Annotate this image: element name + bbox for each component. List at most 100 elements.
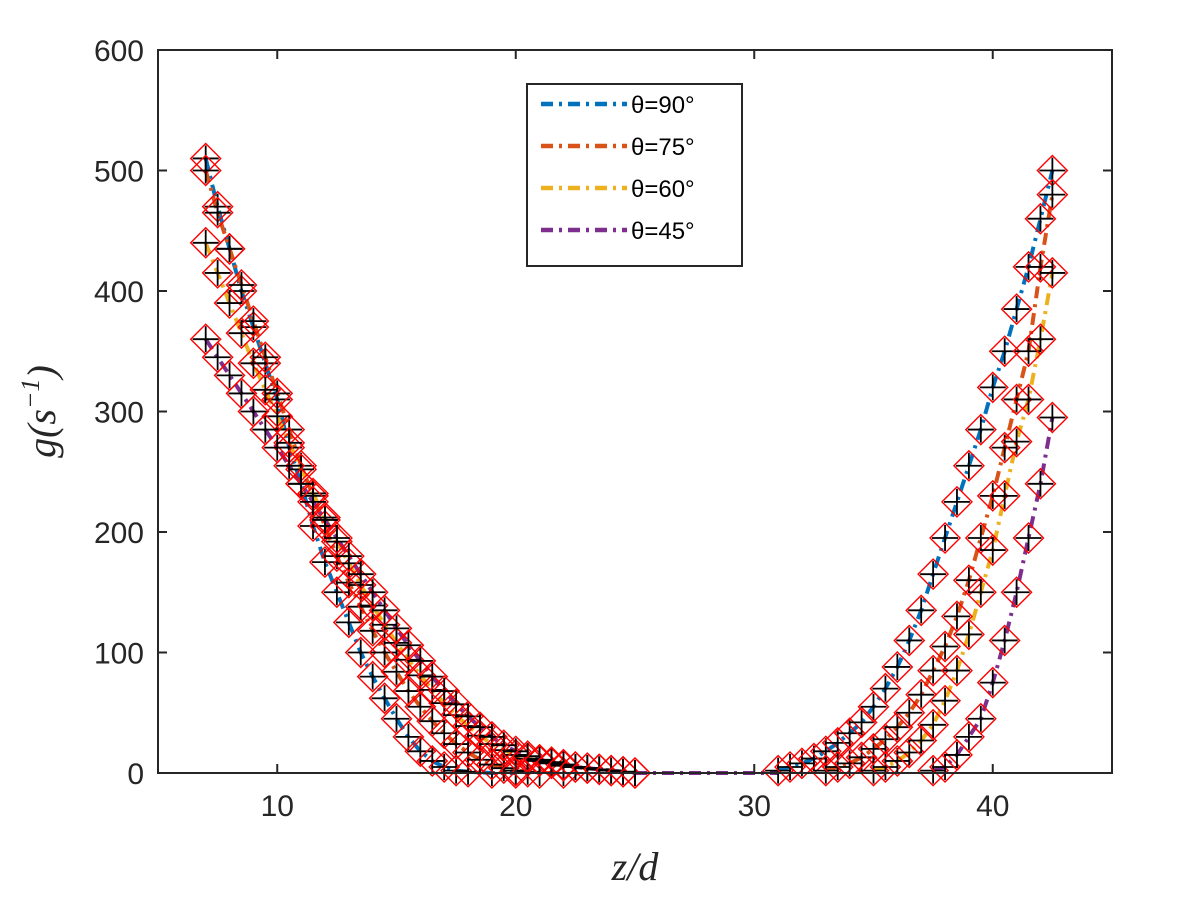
- data-point-diamond: [1024, 467, 1057, 500]
- data-point-diamond: [404, 735, 437, 768]
- data-point-diamond: [845, 706, 878, 739]
- data-point-diamond: [356, 589, 389, 622]
- data-point-diamond: [452, 700, 485, 733]
- data-point-plus: [896, 699, 923, 726]
- data-point-diamond: [988, 335, 1021, 368]
- data-point-diamond: [869, 750, 902, 783]
- data-point-plus: [884, 653, 911, 680]
- data-point-diamond: [976, 371, 1009, 404]
- legend-entry: θ=60°: [631, 176, 695, 203]
- data-point-diamond: [881, 744, 914, 777]
- data-point-plus: [943, 657, 970, 684]
- data-point-diamond: [344, 590, 377, 623]
- marker-layer: [189, 142, 1069, 789]
- data-point-diamond: [917, 558, 950, 591]
- data-point-plus: [371, 597, 398, 624]
- data-point-diamond: [976, 666, 1009, 699]
- y-axis-label-base: g(s: [19, 409, 64, 458]
- data-point-plus: [347, 593, 374, 620]
- data-point-diamond: [774, 750, 807, 783]
- data-point-plus: [920, 711, 947, 738]
- data-point-diamond: [1012, 522, 1045, 555]
- data-point-plus: [192, 326, 219, 353]
- y-tick-label: 500: [94, 156, 144, 189]
- data-point-plus: [1003, 579, 1030, 606]
- data-point-plus: [359, 663, 386, 690]
- data-point-plus: [216, 290, 243, 317]
- y-tick-label: 200: [94, 517, 144, 550]
- data-point-plus: [228, 380, 255, 407]
- data-point-diamond: [523, 743, 556, 776]
- data-point-diamond: [1000, 293, 1033, 326]
- data-point-plus: [466, 714, 493, 741]
- y-tick-label: 0: [127, 758, 144, 791]
- data-point-plus: [192, 229, 219, 256]
- data-point-plus: [1003, 296, 1030, 323]
- data-point-diamond: [332, 566, 365, 599]
- y-axis-label-sup: −1: [16, 378, 45, 409]
- data-point-plus: [407, 738, 434, 765]
- data-point-plus: [562, 753, 589, 780]
- data-point-diamond: [1000, 576, 1033, 609]
- data-point-diamond: [475, 728, 508, 761]
- data-point-diamond: [917, 708, 950, 741]
- data-point-plus: [455, 739, 482, 766]
- data-point-diamond: [976, 479, 1009, 512]
- data-point-diamond: [929, 522, 962, 555]
- data-point-plus: [574, 755, 601, 782]
- data-point-diamond: [452, 755, 485, 788]
- data-point-diamond: [201, 256, 234, 289]
- data-point-plus: [264, 434, 291, 461]
- data-point-diamond: [463, 711, 496, 744]
- legend-box: [526, 83, 743, 267]
- data-point-diamond: [297, 509, 330, 542]
- data-point-diamond: [428, 750, 461, 783]
- data-point-diamond: [368, 636, 401, 669]
- data-point-diamond: [583, 753, 616, 786]
- data-point-diamond: [881, 711, 914, 744]
- data-point-plus: [586, 756, 613, 783]
- data-point-plus: [288, 470, 315, 497]
- data-point-plus: [240, 398, 267, 425]
- data-point-plus: [908, 681, 935, 708]
- data-point-diamond: [1036, 401, 1069, 434]
- data-point-diamond: [189, 226, 222, 259]
- data-point-diamond: [201, 196, 234, 229]
- data-point-diamond: [917, 654, 950, 687]
- data-point-diamond: [428, 675, 461, 708]
- data-point-plus: [252, 376, 279, 403]
- y-tick-label: 300: [94, 397, 144, 430]
- data-point-diamond: [881, 650, 914, 683]
- data-point-diamond: [833, 747, 866, 780]
- data-point-plus: [371, 685, 398, 712]
- legend-entry: θ=75°: [631, 134, 695, 161]
- data-point-diamond: [1000, 425, 1033, 458]
- data-point-diamond: [905, 678, 938, 711]
- data-point-diamond: [857, 754, 890, 787]
- data-point-diamond: [380, 655, 413, 688]
- data-point-plus: [848, 709, 875, 736]
- data-point-plus: [967, 416, 994, 443]
- data-point-diamond: [499, 754, 532, 787]
- data-point-diamond: [964, 576, 997, 609]
- data-point-diamond: [940, 485, 973, 518]
- data-point-plus: [1003, 428, 1030, 455]
- data-point-plus: [359, 579, 386, 606]
- data-point-plus: [323, 525, 350, 552]
- data-point-plus: [276, 452, 303, 479]
- data-point-diamond: [511, 755, 544, 788]
- y-axis-label-close: ): [19, 365, 64, 380]
- data-point-plus: [860, 693, 887, 720]
- data-point-plus: [395, 632, 422, 659]
- data-point-plus: [943, 603, 970, 630]
- data-point-plus: [896, 627, 923, 654]
- data-point-diamond: [249, 341, 282, 374]
- data-point-diamond: [809, 754, 842, 787]
- legend: θ=90° θ=75° θ=60° θ=45°: [526, 83, 743, 267]
- data-point-plus: [347, 561, 374, 588]
- data-point-plus: [955, 621, 982, 648]
- y-axis-label: g(s−1): [16, 365, 64, 458]
- data-point-diamond: [487, 729, 520, 762]
- data-point-plus: [967, 705, 994, 732]
- data-point-plus: [264, 403, 291, 430]
